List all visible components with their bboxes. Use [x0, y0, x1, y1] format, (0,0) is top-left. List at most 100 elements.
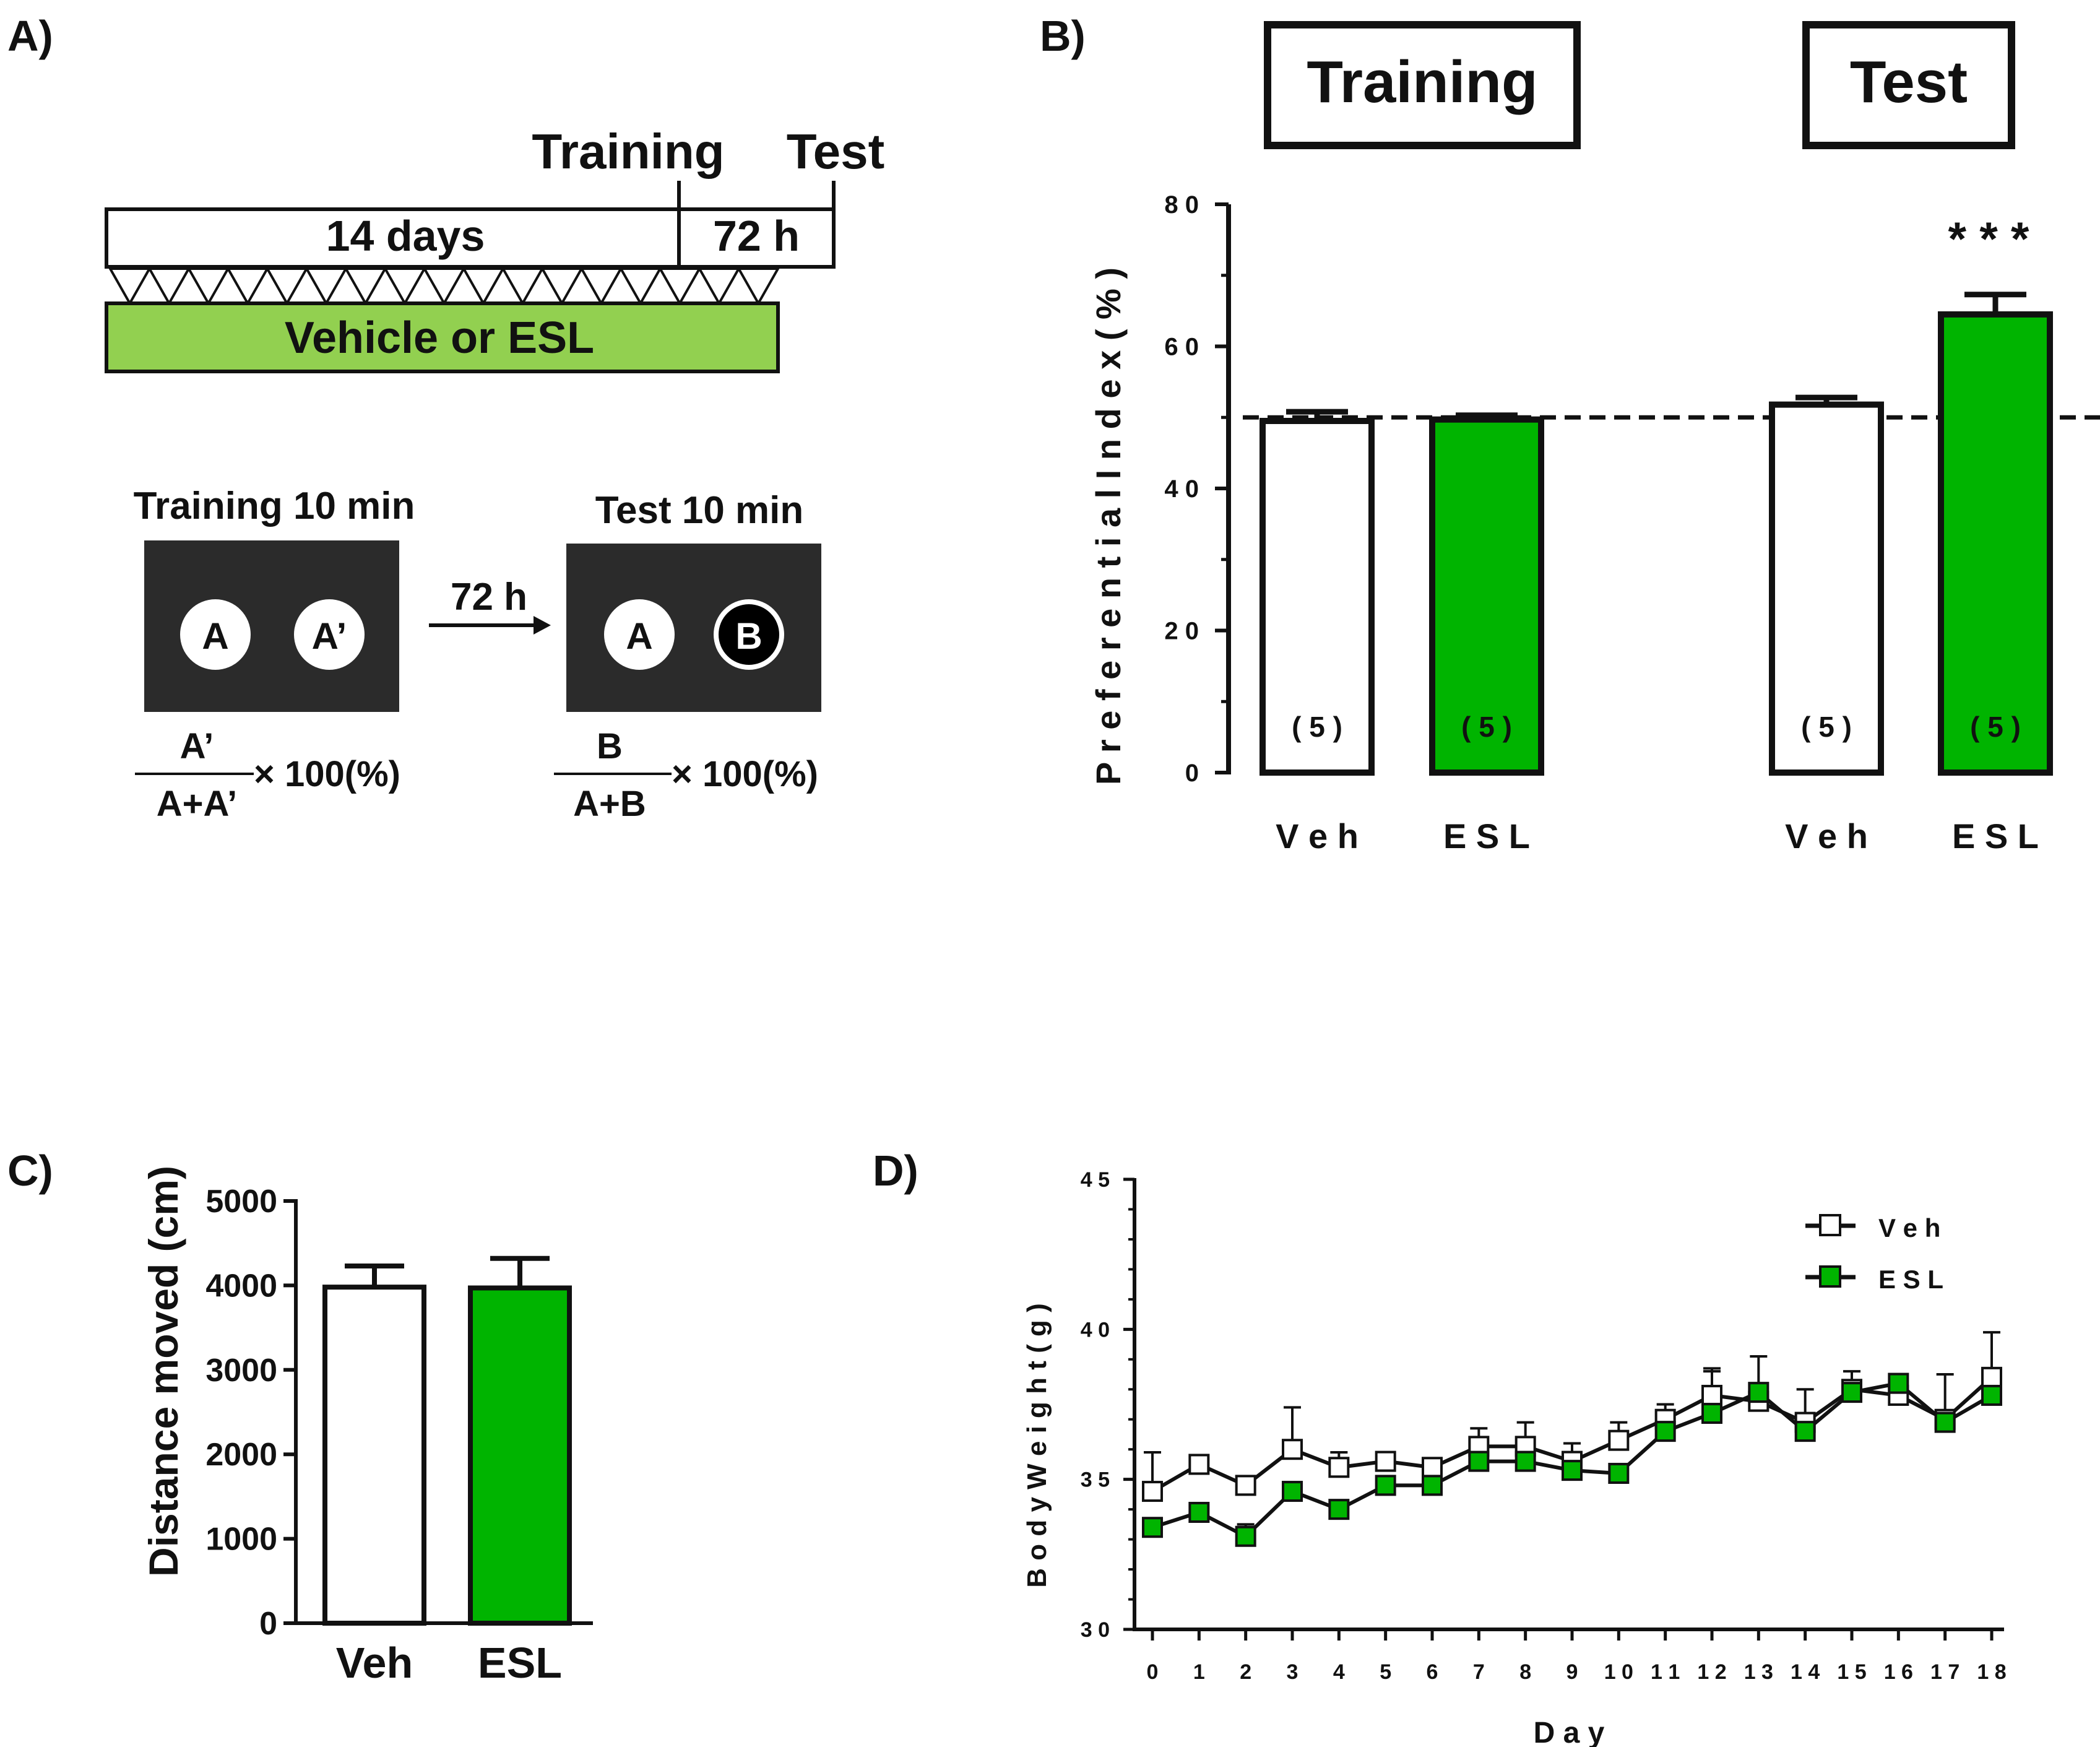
- dose-marker-icon: [382, 267, 427, 306]
- dose-marker-icon: [108, 267, 152, 306]
- test-header: Test: [1850, 49, 1968, 115]
- d-data-point: [1888, 1372, 1909, 1394]
- dose-marker-icon: [304, 267, 348, 306]
- c-y-tick-label: 3000: [205, 1353, 277, 1389]
- treatment-label: Vehicle or ESL: [285, 313, 594, 363]
- training-arena-title: Training 10 min: [134, 485, 415, 527]
- d-data-point: [1841, 1382, 1862, 1403]
- d-data-point: [1468, 1450, 1490, 1472]
- d-x-tick-label: 8: [1519, 1660, 1531, 1684]
- d-x-tick-label: 0: [1147, 1660, 1159, 1684]
- b-y-tick-label: 8 0: [1164, 191, 1199, 219]
- d-data-point: [1608, 1429, 1630, 1451]
- d-data-point: [1608, 1462, 1630, 1484]
- d-x-tick-label: 1 4: [1791, 1660, 1820, 1684]
- dose-marker-icon: [618, 267, 663, 306]
- b-y-tick-label: 2 0: [1164, 618, 1199, 645]
- c-y-axis-label: Distance moved (cm): [140, 1166, 186, 1577]
- d-y-axis-label: B o d y W e i g h t ( g ): [1022, 1303, 1052, 1588]
- b-y-tick-label: 4 0: [1164, 475, 1199, 503]
- d-data-point: [1375, 1475, 1396, 1496]
- d-x-tick-label: 9: [1566, 1660, 1578, 1684]
- dose-marker-icon: [461, 267, 506, 306]
- c-y-tick-label: 4000: [205, 1268, 277, 1304]
- test-arena-title: Test 10 min: [595, 489, 804, 532]
- d-y-tick-label: 3 0: [1081, 1618, 1110, 1642]
- d-data-point: [1328, 1457, 1350, 1478]
- d-series: [1142, 1331, 2002, 1547]
- panel-d-label: D): [873, 1147, 918, 1195]
- d-data-point: [1562, 1460, 1583, 1481]
- d-data-point: [1981, 1366, 2002, 1388]
- d-axes: 3 0 3 5 4 0 4 5 0 1 2 3 4 5 6 7 8 9 1 0 1 1 1 2 1 3 1 4 1 5…: [1081, 1168, 2007, 1684]
- b-n-label: ( 5 ): [1292, 711, 1342, 743]
- d-x-tick-label: 1 7: [1930, 1660, 1960, 1684]
- c-x-tick-label: Veh: [336, 1639, 413, 1687]
- d-data-point: [1142, 1481, 1163, 1502]
- d-data-point: [1515, 1450, 1536, 1472]
- dose-marker-icon: [737, 267, 780, 306]
- d-data-point: [1701, 1384, 1722, 1406]
- d-x-tick-label: 1 3: [1744, 1660, 1773, 1684]
- dose-marker-icon: [225, 267, 270, 306]
- d-data-point: [1794, 1421, 1816, 1442]
- arena-arrow-label: 72 h: [451, 576, 527, 618]
- d-x-tick-label: 1 6: [1884, 1660, 1913, 1684]
- arrow-head-icon: [534, 616, 551, 635]
- test-header-box: [1802, 21, 2015, 149]
- b-x-tick-label: V e h: [1276, 817, 1359, 856]
- treatment-bar: [105, 301, 780, 373]
- b-n-label: ( 5 ): [1801, 711, 1852, 743]
- b-bar: [1260, 417, 1375, 776]
- gap-label: 72 h: [713, 212, 800, 260]
- legend-esl-marker: [1819, 1265, 1841, 1288]
- object-a-test-label: A: [626, 615, 652, 657]
- daily-dose-markers: [108, 267, 780, 306]
- d-data-point: [1328, 1499, 1350, 1520]
- object-a-training: [180, 599, 251, 670]
- dose-marker-icon: [658, 267, 702, 306]
- d-x-tick-label: 7: [1473, 1660, 1485, 1684]
- d-x-tick-label: 4: [1333, 1660, 1345, 1684]
- b-x-tick-label: V e h: [1785, 817, 1868, 856]
- d-data-point: [1188, 1501, 1210, 1523]
- panel-b-label: B): [1040, 12, 1086, 60]
- test-formula-numerator: B: [597, 726, 623, 766]
- test-formula-multiplier: × 100(%): [672, 754, 818, 794]
- c-bar: [468, 1285, 572, 1626]
- d-data-point: [1282, 1481, 1303, 1502]
- d-data-point: [1188, 1454, 1210, 1475]
- d-data-point: [1422, 1475, 1443, 1496]
- timeline-training-label: Training: [532, 124, 724, 179]
- panel-d-chart: B o d y W e i g h t ( g ) D a y 3 0 3 5 4 …: [1022, 1168, 2007, 1747]
- b-bars: ( 5 ) V e h ( 5 ) E S L ( 5 ) V e h ( 5 ) E S L: [1260, 292, 2053, 856]
- timeline-bar: [105, 207, 836, 269]
- object-b: [719, 604, 779, 665]
- d-x-tick-label: 5: [1380, 1660, 1391, 1684]
- d-data-point: [1981, 1384, 2002, 1406]
- b-bar: [1769, 401, 1884, 776]
- test-formula-denominator: A+B: [573, 784, 646, 824]
- panel-a-timeline: Training Test 14 days 72 h Vehicle or ES…: [105, 124, 884, 373]
- d-data-point: [1934, 1411, 1956, 1433]
- legend-veh-label: V e h: [1878, 1213, 1940, 1242]
- c-y-tick-label: 1000: [205, 1522, 277, 1558]
- training-formula-multiplier: × 100(%): [254, 754, 400, 794]
- d-y-tick-label: 4 5: [1081, 1168, 1110, 1192]
- d-data-point: [1654, 1421, 1676, 1442]
- object-b-label: B: [735, 615, 762, 657]
- b-y-tick-label: 6 0: [1164, 334, 1199, 361]
- training-header-box: [1264, 21, 1581, 149]
- d-y-tick-label: 3 5: [1081, 1468, 1110, 1492]
- panel-b-chart: Training Test P r e f e r e n t i a l I …: [1089, 21, 2100, 856]
- c-y-tick-label: 0: [259, 1606, 277, 1642]
- object-a-test: [604, 599, 675, 670]
- d-x-tick-label: 3: [1287, 1660, 1298, 1684]
- d-y-tick-label: 4 0: [1081, 1318, 1110, 1342]
- object-a-prime: [294, 599, 365, 670]
- b-x-tick-label: E S L: [1443, 817, 1530, 856]
- panel-c-label: C): [7, 1147, 53, 1195]
- d-data-point: [1282, 1439, 1303, 1460]
- d-x-tick-label: 2: [1240, 1660, 1251, 1684]
